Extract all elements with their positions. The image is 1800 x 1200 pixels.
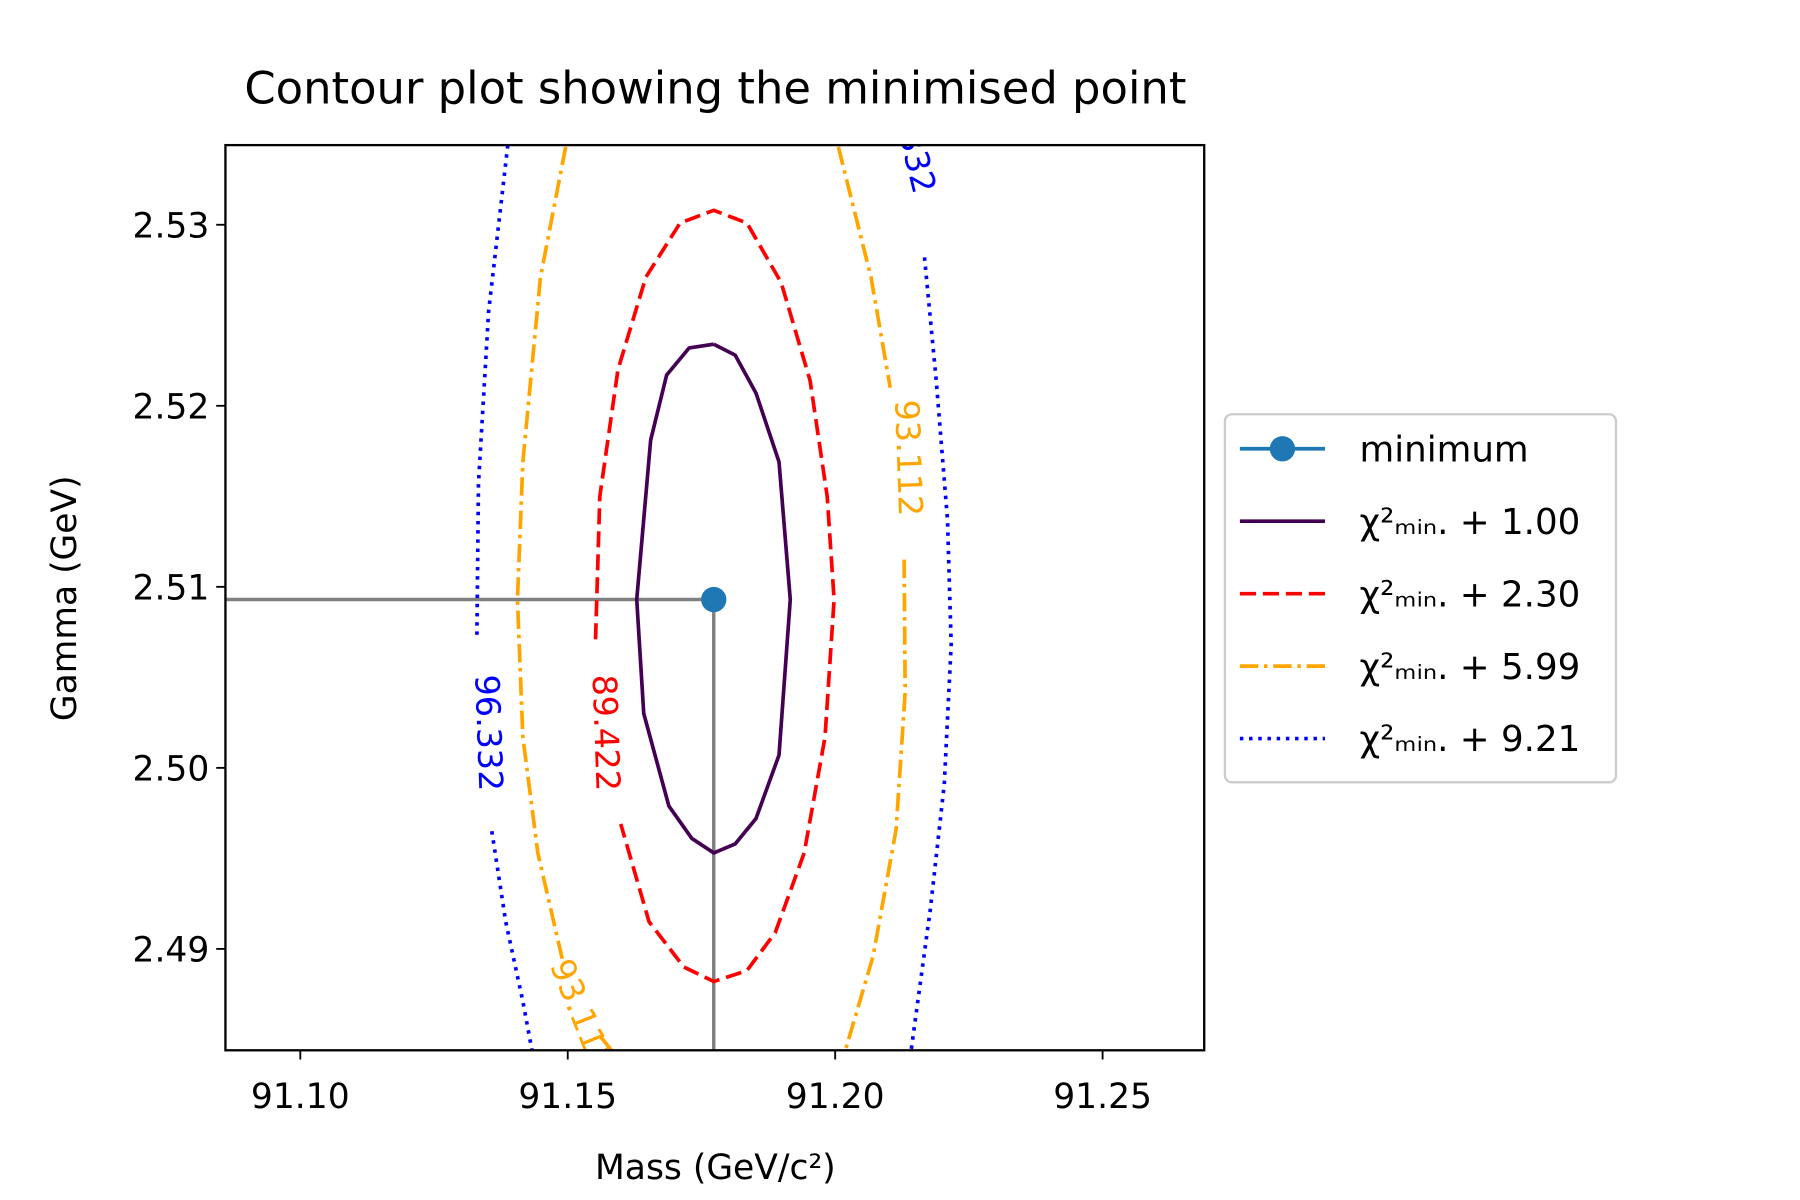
contour-line [593, 208, 836, 984]
x-tick-label: 91.20 [786, 1077, 885, 1117]
x-axis-label: Mass (GeV/c²) [595, 1148, 836, 1188]
x-tick-label: 91.25 [1053, 1077, 1152, 1117]
y-tick-label: 2.53 [133, 206, 210, 246]
legend-label: χ²ₘᵢₙ. + 2.30 [1359, 574, 1580, 615]
y-tick-label: 2.50 [133, 750, 210, 790]
chart-title: Contour plot showing the minimised point [244, 62, 1186, 115]
contour-label: 93.112 [887, 399, 930, 517]
x-tick-label: 91.10 [251, 1077, 350, 1117]
legend-label: minimum [1359, 429, 1528, 470]
legend-box [1223, 413, 1618, 784]
y-tick-label: 2.52 [133, 387, 210, 427]
legend-label: χ²ₘᵢₙ. + 1.00 [1359, 502, 1580, 543]
contour-line [515, 146, 908, 1051]
legend-marker [1269, 436, 1296, 462]
contour-line [475, 145, 954, 1051]
axes-frame [224, 143, 1206, 1052]
minimum-point [701, 586, 727, 613]
y-tick-label: 2.51 [133, 568, 210, 608]
contour-label: 89.422 [585, 674, 628, 792]
legend-label: χ²ₘᵢₙ. + 9.21 [1359, 719, 1580, 760]
contour-label: 96.332 [467, 674, 510, 792]
contour-line [634, 342, 793, 855]
contour-label: 93.112 [542, 953, 622, 1076]
y-tick-label: 2.49 [133, 931, 210, 971]
y-axis-label: Gamma (GeV) [45, 475, 85, 721]
legend-label: χ²ₘᵢₙ. + 5.99 [1359, 647, 1580, 688]
x-tick-label: 91.15 [518, 1077, 617, 1117]
